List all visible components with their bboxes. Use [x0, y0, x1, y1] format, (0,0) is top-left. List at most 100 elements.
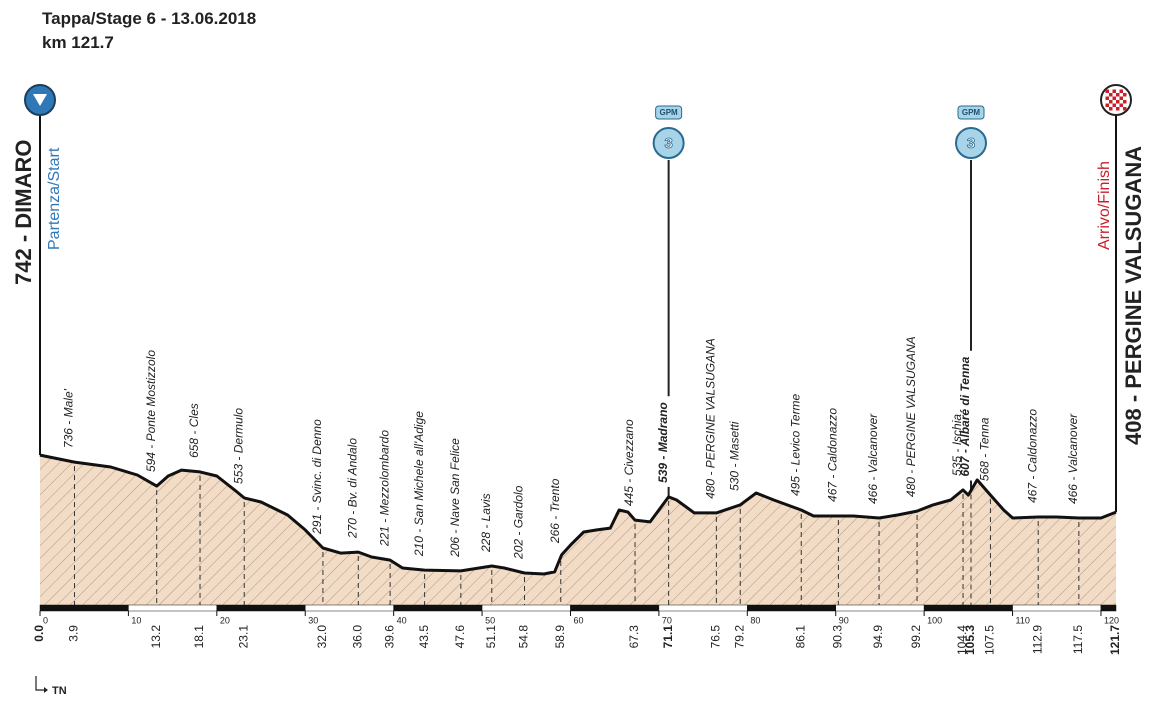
- waypoint-label: 535 - Ischia: [950, 414, 964, 476]
- axis-segment: [481, 604, 571, 612]
- finish-check: [1116, 100, 1120, 104]
- waypoint-km: 67.3: [627, 625, 641, 649]
- climb-tag: [957, 105, 985, 120]
- x-tick-label: 30: [308, 615, 318, 625]
- waypoint-label: 553 - Dermulo: [231, 408, 245, 484]
- x-tick-label: 110: [1016, 615, 1030, 625]
- waypoint-km: 76.5: [709, 625, 723, 649]
- region-arrow-head: [44, 687, 48, 693]
- start-km: 0.0: [32, 625, 46, 642]
- waypoint-km: 112.9: [1030, 625, 1044, 654]
- waypoint-km: 99.2: [909, 625, 923, 649]
- axis-segment: [747, 604, 836, 612]
- waypoint-label: 539 - Madrano: [656, 402, 670, 483]
- waypoint-km: 117.5: [1071, 625, 1085, 654]
- finish-check: [1112, 103, 1116, 107]
- finish-caption: Arrivo/Finish: [1096, 161, 1113, 250]
- waypoint-km: 71.1: [661, 625, 675, 649]
- axis-segment: [216, 604, 306, 612]
- waypoint-label: 210 - San Michele all'Adige: [412, 411, 426, 557]
- axis-segment: [39, 604, 129, 612]
- waypoint-label: 228 - Lavis: [479, 493, 493, 553]
- waypoint-km: 39.6: [382, 625, 396, 649]
- start-name: 742 - DIMARO: [11, 140, 36, 285]
- finish-check: [1123, 100, 1127, 104]
- axis-segment: [1100, 604, 1117, 612]
- axis-segment: [128, 604, 218, 612]
- climb-category: 3: [664, 135, 672, 152]
- x-tick-label: 20: [220, 615, 230, 625]
- waypoint-km: 51.1: [484, 625, 498, 649]
- finish-check: [1119, 103, 1123, 107]
- waypoint-label: 607 - Albaré di Tenna: [958, 356, 972, 476]
- profile-hatch: [40, 455, 1116, 607]
- x-tick-label: 10: [131, 615, 141, 625]
- waypoint-label: 466 - Valcanover: [1066, 413, 1080, 504]
- waypoint-label: 291 - Svinc. di Denno: [310, 419, 324, 535]
- finish-name: 408 - PERGINE VALSUGANA: [1121, 146, 1146, 445]
- start-caption: Partenza/Start: [46, 147, 63, 250]
- waypoint-label: 202 - Gardolo: [512, 485, 526, 560]
- climb-badge: [652, 127, 685, 159]
- x-tick-label: 40: [397, 615, 407, 625]
- waypoint-km: 86.1: [793, 625, 807, 649]
- climb-badge: [955, 127, 988, 159]
- waypoint-km: 13.2: [149, 625, 163, 649]
- waypoint-km: 18.1: [192, 625, 206, 649]
- waypoint-label: 466 - Valcanover: [866, 413, 880, 504]
- finish-check: [1119, 96, 1123, 100]
- climb-tag: [655, 105, 683, 120]
- finish-check: [1119, 89, 1123, 93]
- waypoint-km: 90.3: [831, 625, 845, 649]
- finish-check: [1116, 107, 1120, 111]
- finish-check: [1109, 93, 1113, 97]
- x-tick-label: 120: [1104, 615, 1119, 625]
- waypoint-label: 658 - Cles: [187, 403, 201, 458]
- waypoint-label: 206 - Nave San Felice: [448, 438, 462, 558]
- finish-km: 121.7: [1108, 625, 1122, 655]
- axis-segment: [923, 604, 1013, 612]
- axis-segment: [570, 604, 660, 612]
- chart-title: Tappa/Stage 6 - 13.06.2018: [42, 9, 256, 28]
- finish-check: [1105, 96, 1109, 100]
- x-tick-label: 60: [573, 615, 583, 625]
- waypoint-label: 594 - Ponte Mostizzolo: [144, 350, 158, 472]
- waypoint-label: 736 - Male': [62, 388, 76, 448]
- climb-tag-label: GPM: [660, 108, 679, 117]
- finish-check: [1105, 103, 1109, 107]
- finish-check: [1109, 100, 1113, 104]
- waypoint-label: 445 - Civezzano: [622, 419, 636, 506]
- finish-check: [1112, 89, 1116, 93]
- axis-segment: [304, 604, 394, 612]
- waypoint-km: 58.9: [553, 625, 567, 649]
- x-tick-label: 80: [750, 615, 760, 625]
- waypoint-km: 43.5: [417, 625, 431, 649]
- finish-check: [1112, 96, 1116, 100]
- waypoint-label: 467 - Caldonazzo: [826, 408, 840, 502]
- finish-check: [1123, 93, 1127, 97]
- region-arrow: [35, 676, 46, 691]
- waypoint-label: 568 - Tenna: [978, 417, 992, 481]
- x-tick-label: 100: [927, 615, 942, 625]
- axis-segment: [658, 604, 748, 612]
- waypoint-km: 104.4: [955, 625, 969, 655]
- waypoint-label: 266 - Trento: [548, 478, 562, 544]
- chart-subtitle: km 121.7: [42, 33, 114, 52]
- waypoint-label: 221 - Mezzolombardo: [377, 430, 391, 547]
- region-label: TN: [52, 685, 67, 697]
- waypoint-label: 530 - Masetti: [727, 421, 741, 491]
- x-tick-label: 70: [662, 615, 672, 625]
- axis-segment: [1012, 604, 1102, 612]
- x-tick-label: 90: [839, 615, 849, 625]
- climb-category: 3: [967, 135, 975, 152]
- x-tick-label: 50: [485, 615, 495, 625]
- waypoint-label: 480 - PERGINE VALSUGANA: [904, 336, 918, 497]
- waypoint-km: 3.9: [67, 625, 81, 642]
- waypoint-km: 32.0: [315, 625, 329, 649]
- waypoint-label: 467 - Caldonazzo: [1025, 409, 1039, 503]
- waypoint-label: 270 - Bv. di Andalo: [345, 438, 359, 539]
- waypoint-km: 94.9: [871, 625, 885, 649]
- finish-check: [1116, 93, 1120, 97]
